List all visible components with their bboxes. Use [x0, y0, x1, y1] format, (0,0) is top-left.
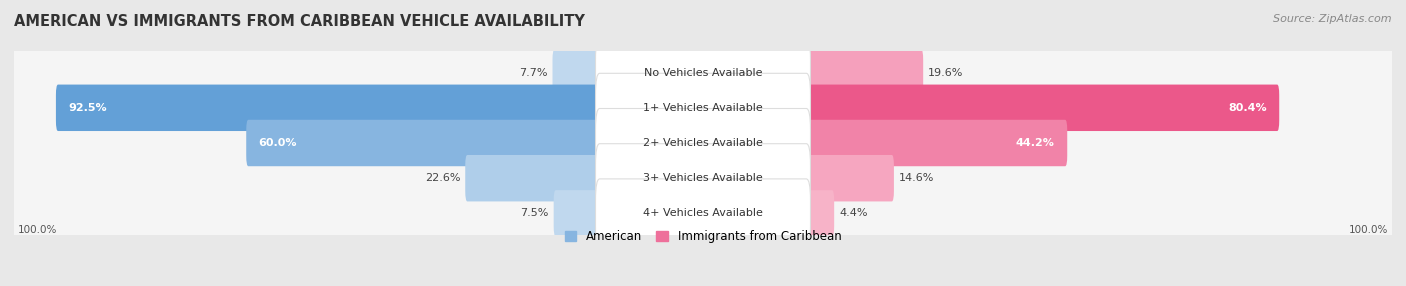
FancyBboxPatch shape — [804, 155, 894, 201]
Legend: American, Immigrants from Caribbean: American, Immigrants from Caribbean — [565, 230, 841, 243]
Text: 80.4%: 80.4% — [1229, 103, 1267, 113]
Text: 44.2%: 44.2% — [1017, 138, 1054, 148]
FancyBboxPatch shape — [596, 144, 810, 213]
FancyBboxPatch shape — [596, 73, 810, 142]
FancyBboxPatch shape — [596, 38, 810, 107]
Text: 14.6%: 14.6% — [898, 173, 934, 183]
Text: AMERICAN VS IMMIGRANTS FROM CARIBBEAN VEHICLE AVAILABILITY: AMERICAN VS IMMIGRANTS FROM CARIBBEAN VE… — [14, 14, 585, 29]
Text: No Vehicles Available: No Vehicles Available — [644, 67, 762, 78]
FancyBboxPatch shape — [11, 29, 1395, 116]
Text: 1+ Vehicles Available: 1+ Vehicles Available — [643, 103, 763, 113]
FancyBboxPatch shape — [554, 190, 602, 237]
FancyBboxPatch shape — [11, 170, 1395, 257]
FancyBboxPatch shape — [596, 108, 810, 178]
Text: 19.6%: 19.6% — [928, 67, 963, 78]
FancyBboxPatch shape — [804, 190, 834, 237]
FancyBboxPatch shape — [553, 49, 602, 96]
FancyBboxPatch shape — [596, 179, 810, 248]
Text: 4.4%: 4.4% — [839, 208, 868, 219]
Text: 92.5%: 92.5% — [69, 103, 107, 113]
FancyBboxPatch shape — [804, 120, 1067, 166]
Text: 4+ Vehicles Available: 4+ Vehicles Available — [643, 208, 763, 219]
FancyBboxPatch shape — [465, 155, 602, 201]
FancyBboxPatch shape — [804, 49, 924, 96]
Text: 100.0%: 100.0% — [1350, 225, 1389, 235]
Text: 100.0%: 100.0% — [17, 225, 56, 235]
Text: 2+ Vehicles Available: 2+ Vehicles Available — [643, 138, 763, 148]
FancyBboxPatch shape — [11, 99, 1395, 187]
Text: 22.6%: 22.6% — [425, 173, 460, 183]
Text: Source: ZipAtlas.com: Source: ZipAtlas.com — [1274, 14, 1392, 24]
Text: 3+ Vehicles Available: 3+ Vehicles Available — [643, 173, 763, 183]
FancyBboxPatch shape — [804, 85, 1279, 131]
Text: 7.7%: 7.7% — [519, 67, 548, 78]
Text: 7.5%: 7.5% — [520, 208, 548, 219]
FancyBboxPatch shape — [246, 120, 602, 166]
Text: 60.0%: 60.0% — [259, 138, 297, 148]
FancyBboxPatch shape — [11, 64, 1395, 152]
FancyBboxPatch shape — [56, 85, 602, 131]
FancyBboxPatch shape — [11, 134, 1395, 222]
